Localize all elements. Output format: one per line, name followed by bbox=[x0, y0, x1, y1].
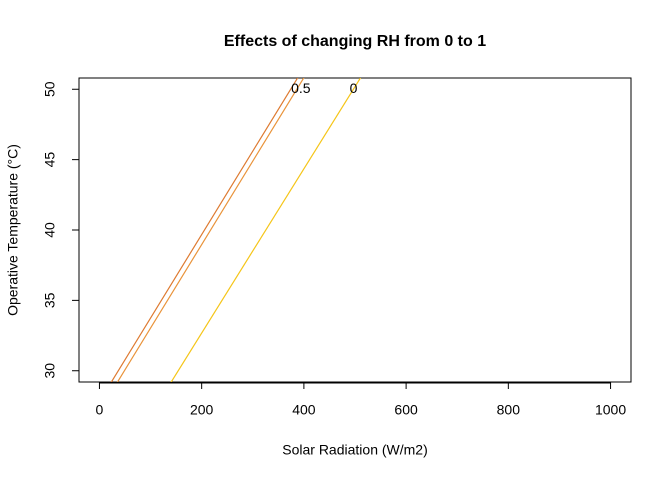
x-tick-label: 800 bbox=[497, 402, 521, 418]
y-tick-label: 50 bbox=[42, 81, 58, 97]
x-tick-label: 1000 bbox=[595, 402, 626, 418]
annotation: 0 bbox=[350, 80, 358, 96]
y-axis-label: Operative Temperature (°C) bbox=[5, 144, 21, 316]
x-tick-label: 600 bbox=[394, 402, 418, 418]
annotation: 0.5 bbox=[291, 80, 311, 96]
chart-title: Effects of changing RH from 0 to 1 bbox=[224, 33, 486, 50]
x-tick-label: 400 bbox=[292, 402, 316, 418]
plot-area bbox=[110, 78, 362, 382]
series-line bbox=[116, 78, 305, 382]
series-line bbox=[110, 78, 299, 382]
x-tick-label: 0 bbox=[96, 402, 104, 418]
y-tick-label: 40 bbox=[42, 222, 58, 238]
y-tick-label: 45 bbox=[42, 152, 58, 168]
x-tick-label: 200 bbox=[190, 402, 214, 418]
y-tick-label: 35 bbox=[42, 292, 58, 308]
plot-frame bbox=[78, 77, 632, 383]
series-line bbox=[170, 78, 362, 382]
y-tick-label: 30 bbox=[42, 363, 58, 379]
x-axis-label: Solar Radiation (W/m2) bbox=[282, 442, 428, 458]
